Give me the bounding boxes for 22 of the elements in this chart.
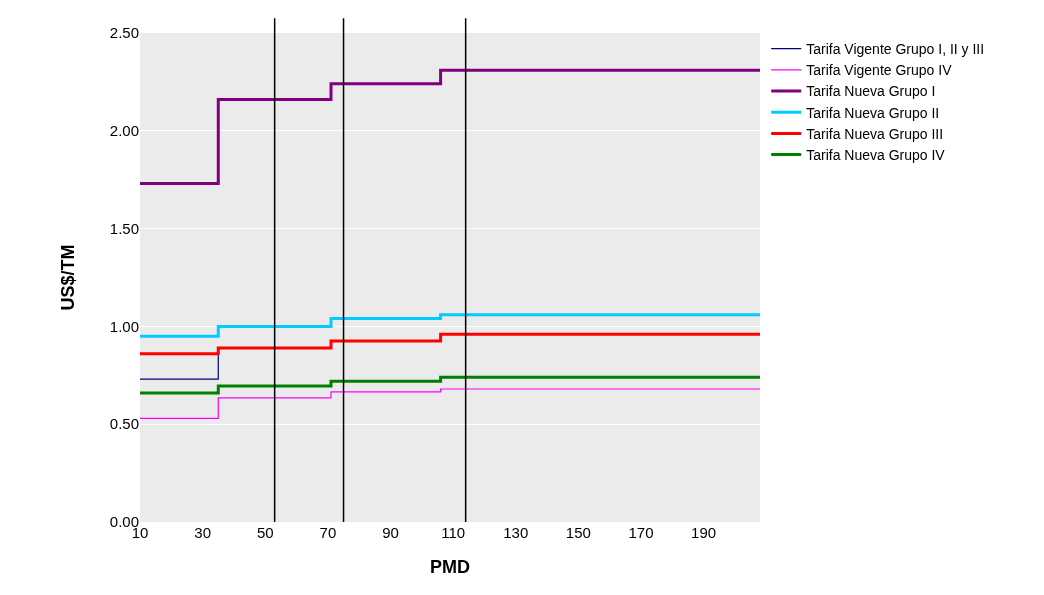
x-tick-label: 190 <box>691 524 717 541</box>
x-tick-label: 150 <box>565 524 591 541</box>
x-tick-label: 90 <box>382 524 399 541</box>
x-tick-label: 170 <box>628 524 654 541</box>
x-tick-label: 130 <box>503 524 529 541</box>
x-tick-label: 110 <box>441 524 466 541</box>
x-axis-title: PMD <box>430 557 470 578</box>
legend-label: Tarifa Vigente Grupo I, II y III <box>806 41 985 58</box>
x-tick-label: 30 <box>194 524 211 541</box>
legend-label: Tarifa Nueva Grupo IV <box>806 147 946 164</box>
x-tick-label: 70 <box>319 524 337 541</box>
y-tick-label: 1.00 <box>109 317 139 335</box>
y-tick-label: 1.50 <box>109 219 139 237</box>
y-tick-label: 2.00 <box>109 122 139 140</box>
y-axis-title: US$/TM <box>58 244 78 311</box>
x-tick-label: 50 <box>256 524 274 541</box>
legend-label: Tarifa Vigente Grupo IV <box>806 62 953 79</box>
legend-label: Tarifa Nueva Grupo I <box>806 83 936 100</box>
legend-label: Tarifa Nueva Grupo II <box>806 104 940 121</box>
y-tick-label: 2.50 <box>109 24 139 42</box>
legend-label: Tarifa Nueva Grupo III <box>806 125 944 142</box>
y-tick-label: 0.50 <box>109 415 139 433</box>
